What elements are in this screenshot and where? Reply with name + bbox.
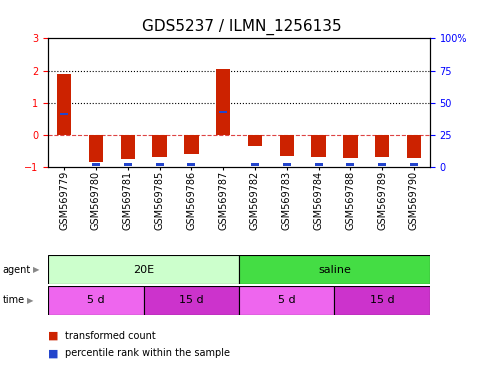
Bar	[156, 163, 164, 166]
Text: transformed count: transformed count	[65, 331, 156, 341]
Bar	[251, 163, 259, 166]
Bar	[312, 135, 326, 157]
Text: GDS5237 / ILMN_1256135: GDS5237 / ILMN_1256135	[142, 19, 341, 35]
Bar	[280, 135, 294, 156]
Bar	[89, 135, 103, 162]
Text: ■: ■	[48, 348, 59, 358]
Text: percentile rank within the sample: percentile rank within the sample	[65, 348, 230, 358]
FancyBboxPatch shape	[335, 286, 430, 315]
Text: 15 d: 15 d	[370, 295, 395, 306]
Bar	[187, 163, 195, 166]
FancyBboxPatch shape	[48, 255, 239, 284]
Bar	[153, 135, 167, 157]
Bar	[346, 163, 355, 166]
Text: agent: agent	[2, 265, 30, 275]
Bar	[410, 163, 418, 166]
FancyBboxPatch shape	[144, 286, 239, 315]
FancyBboxPatch shape	[239, 255, 430, 284]
Bar	[92, 163, 100, 166]
Bar	[216, 69, 230, 135]
Text: ▶: ▶	[33, 265, 39, 274]
Bar	[248, 135, 262, 146]
Bar	[60, 113, 68, 115]
FancyBboxPatch shape	[239, 286, 335, 315]
Bar	[378, 163, 386, 166]
Bar	[57, 74, 71, 135]
Text: ▶: ▶	[27, 296, 33, 305]
Bar	[283, 163, 291, 166]
FancyBboxPatch shape	[48, 286, 144, 315]
Text: saline: saline	[318, 265, 351, 275]
Text: 5 d: 5 d	[278, 295, 296, 306]
Bar	[314, 163, 323, 166]
Bar	[375, 135, 389, 157]
Text: ■: ■	[48, 331, 59, 341]
Text: 5 d: 5 d	[87, 295, 105, 306]
Bar	[407, 135, 421, 158]
Text: time: time	[2, 295, 25, 306]
Text: 20E: 20E	[133, 265, 154, 275]
Bar	[124, 163, 132, 166]
Bar	[219, 111, 227, 113]
Text: 15 d: 15 d	[179, 295, 204, 306]
Bar	[343, 135, 357, 158]
Bar	[184, 135, 199, 154]
Bar	[121, 135, 135, 159]
